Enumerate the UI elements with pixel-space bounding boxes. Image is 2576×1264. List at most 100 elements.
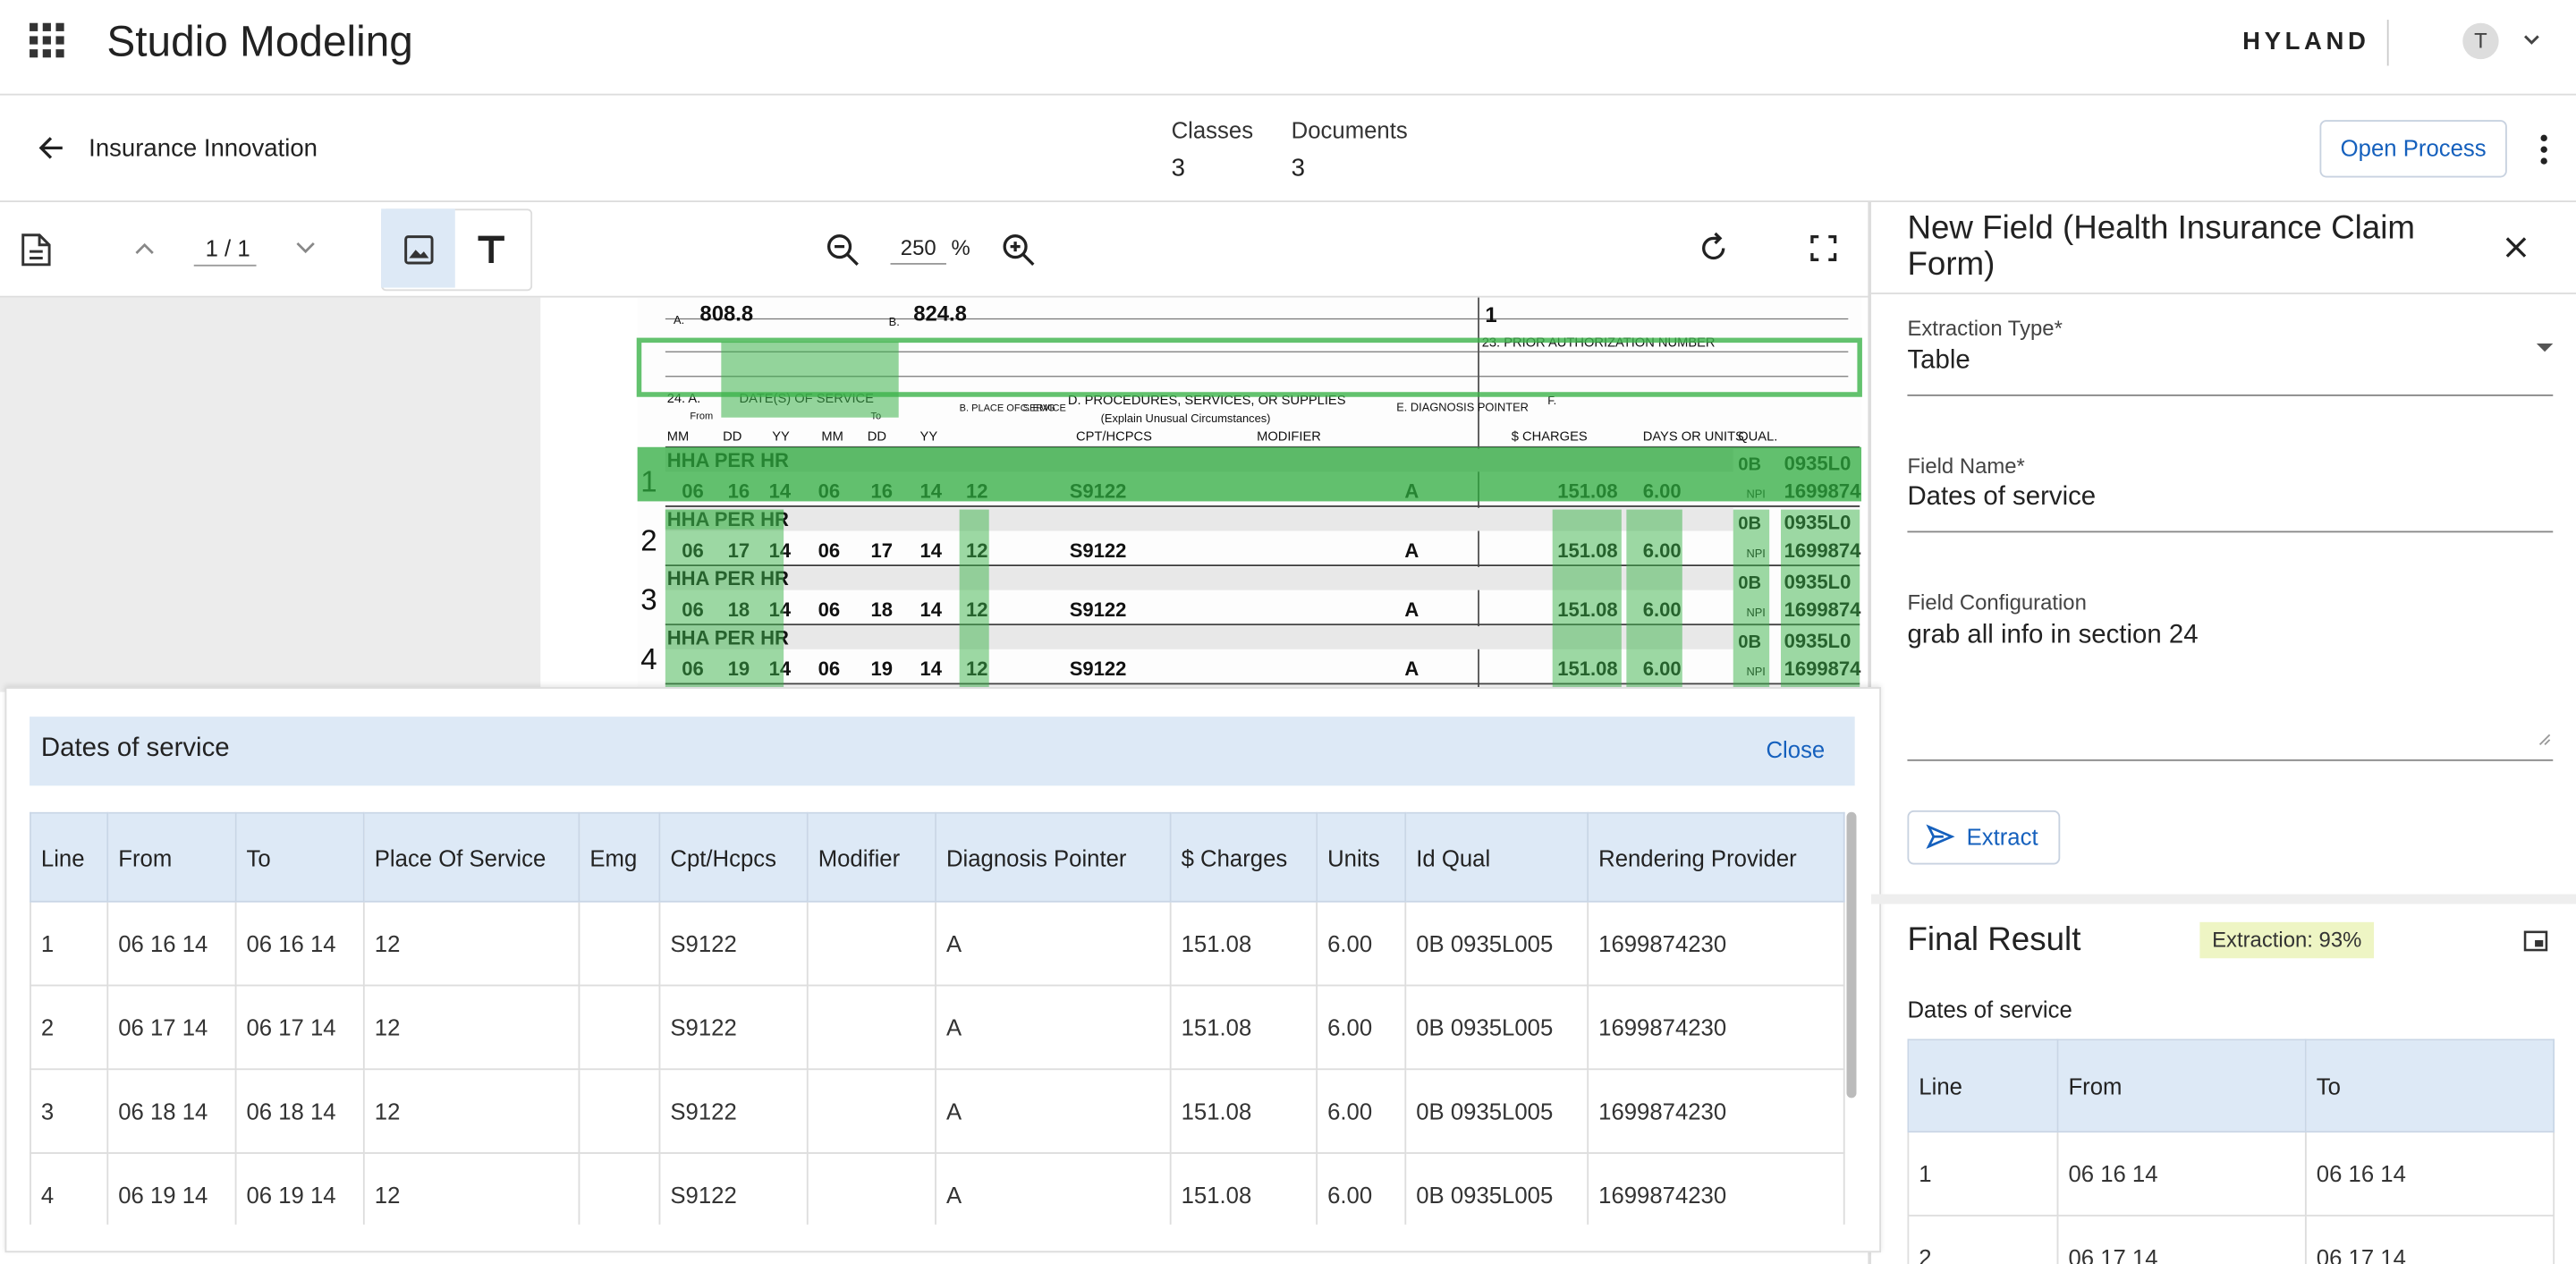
table-cell: 06 16 14 [234, 900, 365, 987]
next-page[interactable] [296, 242, 316, 255]
highlight [959, 509, 989, 691]
table-cell [806, 984, 936, 1071]
table-cell: 06 18 14 [106, 1068, 237, 1154]
scan-text: MM [667, 429, 689, 444]
table-cell: 1699874230 [1587, 900, 1845, 987]
scan-text: MODIFIER [1257, 429, 1321, 444]
avatar[interactable]: T [2462, 22, 2499, 60]
brand: HYLAND [2242, 28, 2370, 56]
scan-text: DD [723, 429, 741, 444]
table-cell: 0B 0935L005 [1404, 1068, 1589, 1154]
app-header [0, 0, 2576, 96]
scan-text: 14 [920, 657, 943, 680]
table-cell: 12 [362, 900, 580, 987]
scrollbar [1846, 811, 1857, 1099]
scan-text: S9122 [1070, 657, 1127, 680]
scan-text: A [1404, 657, 1419, 680]
scan-text: B. PLACE OF SERVICE [960, 403, 1066, 413]
config-textarea[interactable]: grab all info in section 24 [1907, 622, 2554, 761]
prev-page[interactable] [135, 242, 155, 255]
table-cell: S9122 [658, 900, 809, 987]
image-icon [404, 235, 434, 265]
table-cell: 0B 0935L005 [1404, 984, 1589, 1071]
preview-icon[interactable] [2523, 930, 2548, 952]
scan-text: 19 [870, 657, 893, 680]
project-name: Insurance Innovation [89, 134, 318, 163]
scan-text: 824.8 [913, 301, 967, 326]
scan-text: 1 [1485, 303, 1496, 327]
highlight [665, 509, 784, 691]
document-scan: A. 808.8 B. 824.8 123. PRIOR AUTHORIZATION N… [636, 297, 1862, 692]
highlight [1781, 509, 1860, 691]
table-cell: 6.00 [1316, 1068, 1407, 1154]
column-header: Line [1907, 1039, 2059, 1133]
back-button[interactable] [38, 135, 64, 161]
zoom-input[interactable]: 250 [890, 235, 946, 265]
table-cell: 12 [362, 984, 580, 1071]
section-divider [1871, 894, 2576, 904]
zoom-in[interactable] [1002, 233, 1035, 267]
extraction-type-select[interactable]: Table [1907, 347, 2554, 396]
field-name-input[interactable]: Dates of service [1907, 483, 2554, 533]
scan-text: MM [821, 429, 843, 444]
scan-text: E. DIAGNOSIS POINTER [1396, 400, 1529, 413]
highlight-row [637, 446, 1862, 502]
close-link[interactable]: Close [1766, 736, 1826, 763]
extraction-badge: Extraction: 93% [2199, 921, 2375, 959]
page-total: / 1 [225, 234, 250, 262]
table-cell: 06 17 14 [234, 984, 365, 1071]
table-cell: S9122 [658, 1068, 809, 1154]
page-current: 1 [205, 234, 218, 262]
scan-text: (Explain Unusual Circumstances) [1101, 411, 1271, 425]
zoom-out[interactable] [826, 233, 860, 267]
viewer-gutter [0, 297, 541, 692]
more-menu[interactable] [2540, 134, 2548, 165]
apps-icon[interactable] [30, 22, 65, 59]
document-icon[interactable] [21, 233, 51, 267]
table-cell: A [935, 984, 1172, 1071]
table-cell: 06 16 14 [106, 900, 237, 987]
resize-handle [2538, 734, 2551, 746]
text-view-button[interactable] [477, 235, 506, 265]
table-cell: S9122 [658, 984, 809, 1071]
rotate-button[interactable] [1699, 232, 1728, 263]
table-row: 4 06 19 14 06 19 14 12 S9122 A 151.08 6.00 0B 09… [30, 1152, 1845, 1225]
scan-text: D. PROCEDURES, SERVICES, OR SUPPLIES [1068, 394, 1346, 408]
table-cell: 0B 0935L005 [1404, 900, 1589, 987]
scan-text: DD [868, 429, 886, 444]
documents-value: 3 [1291, 154, 1305, 182]
chevron[interactable] [2523, 35, 2539, 47]
table-cell: 06 17 14 [2304, 1214, 2555, 1264]
classes-label: Classes [1171, 116, 1254, 143]
open-process-button[interactable]: Open Process [2319, 120, 2507, 178]
scan-text: S9122 [1070, 598, 1127, 621]
extract-button[interactable] [1907, 810, 2061, 865]
table-cell: 06 18 14 [234, 1068, 365, 1154]
column-header: To [234, 811, 365, 903]
image-view-button[interactable] [381, 208, 455, 288]
scan-text: A [1404, 539, 1419, 562]
table-cell: 1699874230 [1587, 1152, 1845, 1225]
close-panel[interactable] [2505, 237, 2527, 259]
table-cell: S9122 [658, 1152, 809, 1225]
fullscreen-button[interactable] [1810, 234, 1837, 261]
column-header: Rendering Provider [1587, 811, 1845, 903]
table-cell: 12 [362, 1068, 580, 1154]
scan-text: 808.8 [699, 301, 753, 326]
scan-text: QUAL. [1738, 429, 1777, 444]
final-result-title: Final Result [1907, 921, 2081, 959]
scan-text: 4 [640, 643, 657, 676]
app-title: Studio Modeling [106, 16, 413, 66]
table-row: 3 06 18 14 06 18 14 12 S9122 A 151.08 6.00 0B 09… [30, 1068, 1845, 1154]
table-cell: 1 [30, 900, 109, 987]
highlight [665, 509, 784, 530]
column-header: Diagnosis Pointer [935, 811, 1172, 903]
page-indicator[interactable]: 1 / 1 [193, 234, 257, 267]
table-cell: 06 19 14 [106, 1152, 237, 1225]
scan-text: $ CHARGES [1512, 429, 1588, 444]
scan-text: From [690, 411, 713, 422]
extraction-type-label: Extraction Type* [1907, 315, 2063, 341]
